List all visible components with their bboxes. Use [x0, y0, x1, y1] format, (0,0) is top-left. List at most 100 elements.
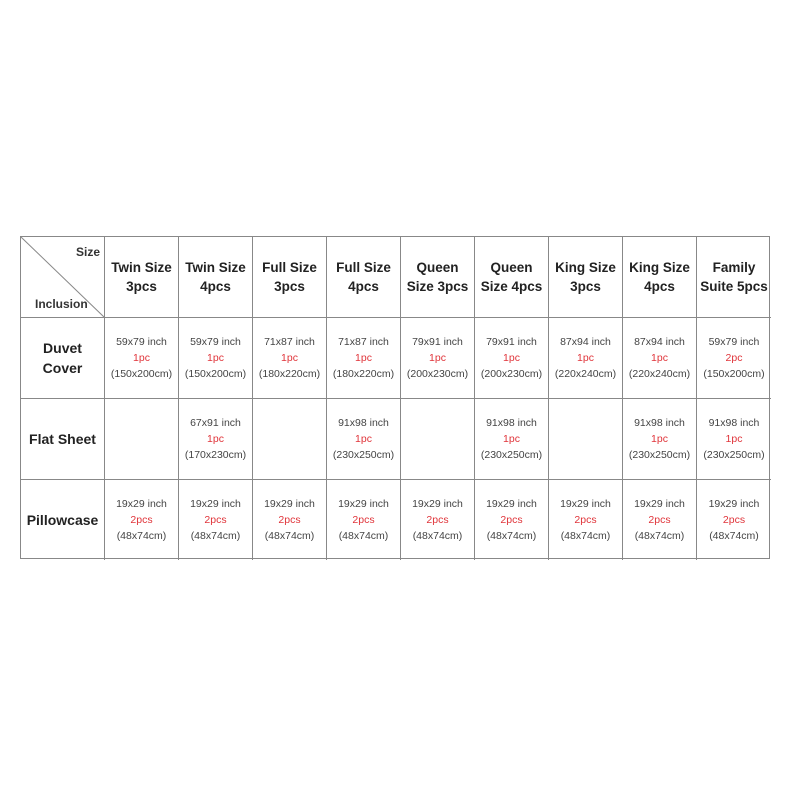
column-header: King Size 4pcs [623, 237, 697, 318]
size-cm: (48x74cm) [634, 530, 685, 542]
table-cell: 71x87 inch 1pc (180x220cm) [253, 318, 327, 399]
size-cm: (230x250cm) [332, 449, 395, 461]
size-inch: 19x29 inch [338, 498, 389, 510]
table-cell [253, 399, 327, 480]
size-cm: (180x220cm) [332, 368, 395, 380]
table-cell: 71x87 inch 1pc (180x220cm) [327, 318, 401, 399]
size-cm: (180x220cm) [258, 368, 321, 380]
size-inch: 19x29 inch [116, 498, 167, 510]
size-inch: 91x98 inch [634, 417, 685, 429]
column-header: Queen Size 3pcs [401, 237, 475, 318]
column-header-line: 4pcs [644, 279, 675, 294]
size-cm: (230x250cm) [480, 449, 543, 461]
column-header-line: Size 3pcs [406, 279, 469, 294]
column-header: King Size 3pcs [549, 237, 623, 318]
quantity: 2pcs [648, 514, 671, 526]
row-header: Duvet Cover [21, 318, 105, 399]
size-cm: (48x74cm) [709, 530, 759, 542]
quantity: 1pc [133, 352, 150, 364]
size-cm: (230x250cm) [628, 449, 691, 461]
quantity: 1pc [651, 352, 668, 364]
column-header-line: 3pcs [570, 279, 601, 294]
inclusion-label: Inclusion [35, 297, 88, 311]
size-cm: (48x74cm) [338, 530, 389, 542]
column-header-line: Full Size [262, 260, 317, 275]
column-header: Twin Size 3pcs [105, 237, 179, 318]
column-header-line: 3pcs [126, 279, 157, 294]
quantity: 2pcs [130, 514, 153, 526]
size-inch: 67x91 inch [190, 417, 241, 429]
table-cell: 59x79 inch 2pc (150x200cm) [697, 318, 771, 399]
quantity: 2pcs [352, 514, 375, 526]
row-header-line: Pillowcase [26, 512, 99, 528]
size-cm: (48x74cm) [116, 530, 167, 542]
corner-header-cell: Size Inclusion [21, 237, 105, 318]
quantity: 1pc [503, 352, 520, 364]
column-header-line: King Size [555, 260, 616, 275]
column-header: Full Size 3pcs [253, 237, 327, 318]
column-header-line: Size 4pcs [480, 279, 543, 294]
column-header-line: King Size [629, 260, 690, 275]
column-header-line: Twin Size [111, 260, 172, 275]
size-inch: 59x79 inch [116, 336, 167, 348]
column-header-line: Twin Size [185, 260, 246, 275]
quantity: 1pc [503, 433, 520, 445]
quantity: 1pc [355, 433, 372, 445]
quantity: 1pc [725, 433, 743, 445]
size-cm: (170x230cm) [184, 449, 247, 461]
size-inch: 19x29 inch [412, 498, 463, 510]
quantity: 1pc [355, 352, 372, 364]
size-inch: 19x29 inch [486, 498, 537, 510]
size-label: Size [75, 245, 100, 259]
diagonal-divider [21, 237, 105, 318]
size-inch: 91x98 inch [338, 417, 389, 429]
column-header-line: Queen [416, 260, 459, 275]
quantity: 1pc [429, 352, 446, 364]
quantity: 2pc [725, 352, 743, 364]
table-cell [549, 399, 623, 480]
table-cell: 91x98 inch 1pc (230x250cm) [475, 399, 549, 480]
column-header-line: Full Size [336, 260, 391, 275]
size-inch: 91x98 inch [708, 417, 760, 429]
size-cm: (200x230cm) [406, 368, 469, 380]
size-inch: 87x94 inch [634, 336, 685, 348]
row-header-line: Cover [42, 360, 83, 376]
column-header-line: 4pcs [200, 279, 231, 294]
column-header-line: 4pcs [348, 279, 379, 294]
table-cell: 91x98 inch 1pc (230x250cm) [697, 399, 771, 480]
column-header: Family Suite 5pcs [697, 237, 771, 318]
size-cm: (230x250cm) [703, 449, 765, 461]
size-inch: 59x79 inch [708, 336, 760, 348]
table-cell: 87x94 inch 1pc (220x240cm) [549, 318, 623, 399]
table-cell: 91x98 inch 1pc (230x250cm) [327, 399, 401, 480]
size-inch: 71x87 inch [338, 336, 389, 348]
table-cell: 59x79 inch 1pc (150x200cm) [179, 318, 253, 399]
row-header: Flat Sheet [21, 399, 105, 480]
row-header: Pillowcase [21, 480, 105, 560]
size-inch: 19x29 inch [264, 498, 315, 510]
size-cm: (48x74cm) [486, 530, 537, 542]
table-cell: 19x29 inch 2pcs (48x74cm) [623, 480, 697, 560]
column-header: Full Size 4pcs [327, 237, 401, 318]
size-inch: 91x98 inch [486, 417, 537, 429]
table-cell: 19x29 inch 2pcs (48x74cm) [549, 480, 623, 560]
column-header-line: Family [712, 260, 756, 275]
size-cm: (150x200cm) [703, 368, 765, 380]
row-header-line: Duvet [43, 340, 82, 356]
size-inch: 71x87 inch [264, 336, 315, 348]
size-cm: (48x74cm) [190, 530, 241, 542]
table-cell: 19x29 inch 2pcs (48x74cm) [401, 480, 475, 560]
size-cm: (48x74cm) [412, 530, 463, 542]
size-cm: (150x200cm) [110, 368, 173, 380]
table-cell: 79x91 inch 1pc (200x230cm) [401, 318, 475, 399]
size-inch: 19x29 inch [708, 498, 760, 510]
size-cm: (220x240cm) [554, 368, 617, 380]
column-header: Twin Size 4pcs [179, 237, 253, 318]
size-inch: 59x79 inch [190, 336, 241, 348]
quantity: 2pcs [278, 514, 301, 526]
row-header-line: Flat Sheet [29, 431, 96, 447]
quantity: 1pc [651, 433, 668, 445]
quantity: 1pc [207, 433, 224, 445]
table-cell: 19x29 inch 2pcs (48x74cm) [475, 480, 549, 560]
table-cell: 19x29 inch 2pcs (48x74cm) [327, 480, 401, 560]
